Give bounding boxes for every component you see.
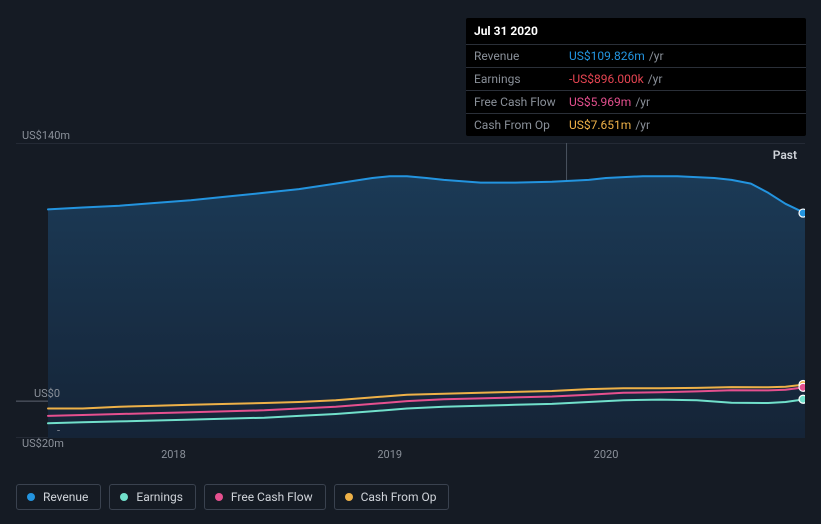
- y-tick-label: US$0: [22, 387, 60, 400]
- x-axis-labels: 2018 2019 2020: [16, 448, 805, 464]
- tooltip-row-unit: /yr: [649, 49, 664, 63]
- legend-label: Cash From Op: [361, 490, 437, 504]
- tooltip-row-value: US$5.969m: [569, 95, 631, 109]
- legend-item[interactable]: Free Cash Flow: [204, 484, 326, 510]
- legend: Revenue Earnings Free Cash Flow Cash From O…: [16, 484, 449, 510]
- tooltip-row-value: US$109.826m: [569, 49, 645, 63]
- tooltip-row: Cash From OpUS$7.651m/yr: [466, 114, 806, 136]
- y-tick-label: US$140m: [22, 129, 60, 142]
- tooltip-row-value: -US$896.000k: [569, 72, 644, 86]
- tooltip-row-label: Free Cash Flow: [474, 95, 569, 109]
- legend-label: Free Cash Flow: [231, 490, 313, 504]
- legend-label: Revenue: [43, 490, 88, 504]
- tooltip-row-value: US$7.651m: [569, 118, 631, 132]
- legend-item[interactable]: Revenue: [16, 484, 101, 510]
- legend-dot-icon: [27, 493, 35, 501]
- legend-dot-icon: [345, 493, 353, 501]
- chart-area: [16, 143, 805, 438]
- legend-dot-icon: [215, 493, 223, 501]
- legend-dot-icon: [120, 493, 128, 501]
- tooltip-row-unit: /yr: [635, 95, 650, 109]
- tooltip-row: Earnings-US$896.000k/yr: [466, 68, 806, 91]
- legend-item[interactable]: Earnings: [109, 484, 196, 510]
- tooltip-row: Free Cash FlowUS$5.969m/yr: [466, 91, 806, 114]
- y-tick-label: -US$20m: [22, 424, 60, 450]
- tooltip-row-unit: /yr: [648, 72, 663, 86]
- chart-svg: [16, 143, 805, 438]
- tooltip-row-unit: /yr: [635, 118, 650, 132]
- tooltip-box: Jul 31 2020 RevenueUS$109.826m/yrEarning…: [466, 18, 806, 136]
- x-tick-label: 2020: [594, 448, 619, 461]
- legend-item[interactable]: Cash From Op: [334, 484, 450, 510]
- tooltip-row-label: Revenue: [474, 49, 569, 63]
- x-tick-label: 2019: [377, 448, 402, 461]
- tooltip-row: RevenueUS$109.826m/yr: [466, 45, 806, 68]
- tooltip-date: Jul 31 2020: [466, 18, 806, 45]
- tooltip-row-label: Earnings: [474, 72, 569, 86]
- legend-label: Earnings: [136, 490, 183, 504]
- tooltip-row-label: Cash From Op: [474, 118, 569, 132]
- x-tick-label: 2018: [161, 448, 186, 461]
